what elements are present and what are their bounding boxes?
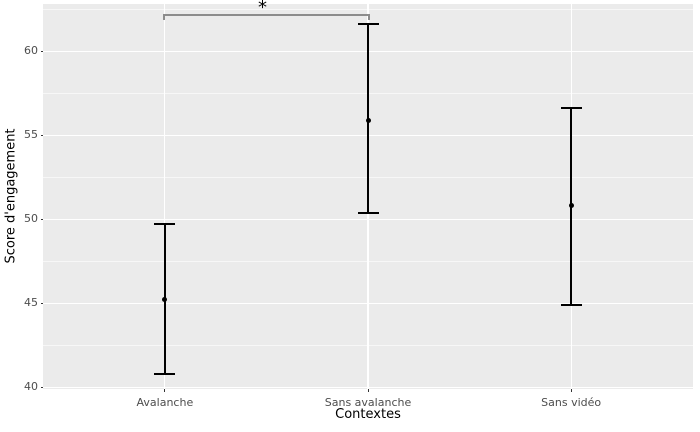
y-axis-tick	[40, 50, 43, 52]
y-axis-tick	[40, 134, 43, 136]
x-axis-tick	[164, 389, 166, 392]
mean-point	[568, 203, 574, 209]
x-axis-tick-label: Sans avalanche	[324, 396, 412, 409]
errorbar-cap-top	[154, 223, 176, 226]
mean-point	[365, 117, 371, 123]
mean-point	[162, 297, 168, 303]
y-axis-tick	[40, 218, 43, 220]
y-axis-tick	[40, 386, 43, 388]
errorbar-cap-bottom	[154, 372, 176, 375]
x-axis-tick-label: Sans vidéo	[541, 396, 602, 409]
significance-label: *	[257, 0, 267, 18]
errorbar-cap-top	[560, 107, 582, 110]
y-axis-tick	[40, 302, 43, 304]
errorbar-cap-top	[357, 23, 379, 26]
x-axis-tick	[367, 389, 369, 392]
significance-bracket-end-left	[162, 13, 165, 20]
y-axis-tick-label: 50	[24, 212, 38, 226]
y-axis-tick-label: 55	[24, 128, 38, 142]
significance-bracket-line	[162, 13, 370, 16]
errorbar-cap-bottom	[357, 211, 379, 214]
significance-bracket-end-right	[368, 13, 370, 20]
x-axis-tick-label: Avalanche	[136, 396, 194, 409]
y-axis-tick-label: 60	[24, 44, 38, 58]
x-axis-tick	[570, 389, 572, 392]
errorbar-cap-bottom	[560, 304, 582, 306]
y-axis-tick-label: 45	[24, 296, 38, 310]
y-axis-title: Score d'engagement	[3, 128, 19, 264]
x-axis-title: Contextes	[335, 407, 401, 422]
y-axis-tick-label: 40	[24, 380, 38, 394]
gridline-major-vertical	[164, 4, 166, 389]
